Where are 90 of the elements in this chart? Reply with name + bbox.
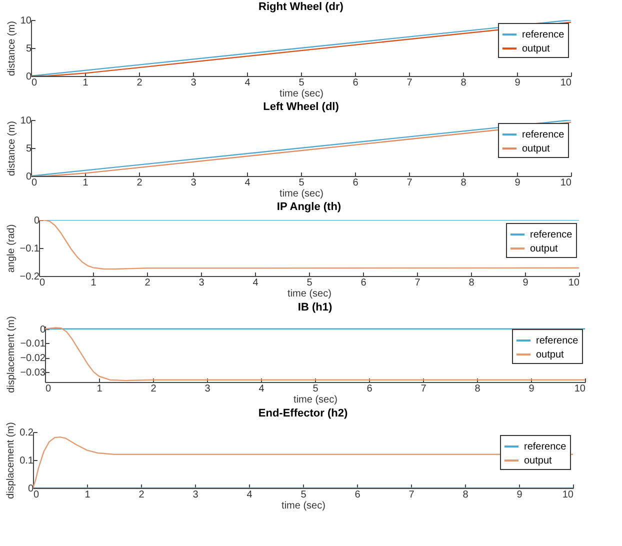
x-tick-label: 9 (514, 78, 521, 88)
x-tick-label: 2 (150, 384, 157, 394)
y-tick-label: 0.2 (20, 428, 34, 438)
x-tick-label: 10 (574, 384, 586, 394)
x-axis-title: time (sec) (294, 394, 338, 406)
x-tick-label: 2 (136, 78, 143, 88)
x-tick-label: 7 (406, 78, 413, 88)
x-tick-label: 3 (190, 78, 197, 88)
x-tick-label: 1 (82, 78, 89, 88)
x-tick-label: 7 (408, 490, 415, 500)
x-tick-label: 4 (244, 178, 251, 188)
y-axis-title: distance (m) (6, 20, 18, 76)
legend-label: output (522, 144, 550, 154)
x-axis-title: time (sec) (288, 288, 332, 300)
chart-title: Right Wheel (dr) (258, 1, 344, 13)
x-axis-title: time (sec) (280, 188, 324, 200)
y-tick-label: 0 (34, 216, 40, 226)
x-tick-label: 8 (460, 178, 467, 188)
x-tick-label: 10 (560, 178, 572, 188)
chart-title: IB (h1) (298, 302, 332, 314)
x-tick-label: 8 (460, 78, 467, 88)
y-axis-title: distance (m) (6, 120, 18, 176)
legend-label: reference (530, 230, 573, 240)
x-tick-label: 2 (138, 490, 145, 500)
x-tick-label: 8 (474, 384, 481, 394)
x-tick-label: 8 (468, 278, 475, 288)
x-tick-label: 3 (204, 384, 211, 394)
x-tick-label: 5 (312, 384, 319, 394)
x-tick-label: 9 (522, 278, 529, 288)
x-tick-label: 6 (366, 384, 373, 394)
x-tick-label: 7 (420, 384, 427, 394)
y-tick-label: −0.01 (20, 338, 46, 350)
line-series (45, 327, 585, 382)
x-tick-label: 1 (84, 490, 91, 500)
x-tick-label: 3 (190, 178, 197, 188)
x-tick-label: 10 (562, 490, 574, 500)
x-tick-label: 2 (136, 178, 143, 188)
x-tick-label: 5 (306, 278, 313, 288)
x-tick-label: 6 (352, 178, 359, 188)
legend-label: reference (536, 336, 579, 346)
x-tick-label: 10 (560, 78, 572, 88)
x-tick-label: 6 (354, 490, 361, 500)
x-tick-label: 4 (258, 384, 265, 394)
x-tick-label: 2 (144, 278, 151, 288)
y-tick-label: −0.03 (20, 367, 46, 378)
legend-label: output (524, 456, 552, 466)
y-tick-label: 10 (20, 16, 32, 26)
x-tick-label: 4 (246, 490, 253, 500)
x-tick-label: 1 (90, 278, 97, 288)
x-tick-label: 5 (298, 78, 305, 88)
y-tick-label: 5 (26, 44, 32, 54)
y-tick-label: 0 (40, 324, 46, 336)
x-axis-title: time (sec) (282, 500, 326, 512)
x-tick-label: 4 (244, 78, 251, 88)
chart-title: Left Wheel (dl) (263, 101, 340, 113)
y-axis-title: angle (rad) (6, 224, 17, 273)
x-tick-label: 5 (300, 490, 307, 500)
x-tick-label: 9 (516, 490, 523, 500)
x-tick-label: 10 (568, 278, 580, 288)
line-series (39, 220, 579, 270)
x-tick-label: 4 (252, 278, 259, 288)
y-tick-label: 0.1 (20, 456, 34, 466)
chart-title: IP Angle (th) (276, 201, 342, 213)
x-tick-label: 1 (82, 178, 89, 188)
x-tick-label: 3 (198, 278, 205, 288)
legend-label: output (536, 350, 564, 360)
x-tick-label: 9 (528, 384, 535, 394)
y-tick-label: 5 (26, 144, 32, 154)
x-tick-label: 6 (360, 278, 367, 288)
x-axis-title: time (sec) (280, 88, 324, 100)
y-axis-title: displacement (m) (6, 316, 18, 393)
chart-title: End-Effector (h2) (258, 408, 348, 420)
y-axis-title: displacement (m) (6, 422, 17, 499)
x-tick-label: 3 (192, 490, 199, 500)
y-tick-label: −0.2 (20, 272, 40, 282)
y-tick-label: 10 (20, 116, 32, 126)
x-tick-label: 6 (352, 78, 359, 88)
legend-label: reference (522, 130, 565, 140)
x-tick-label: 9 (514, 178, 521, 188)
legend-label: reference (522, 30, 565, 40)
legend-label: output (522, 44, 550, 54)
x-tick-label: 7 (406, 178, 413, 188)
legend-label: reference (524, 442, 567, 452)
x-tick-label: 1 (96, 384, 103, 394)
y-tick-label: −0.1 (20, 244, 40, 254)
x-tick-label: 8 (462, 490, 469, 500)
x-tick-label: 5 (298, 178, 305, 188)
x-tick-label: 7 (414, 278, 421, 288)
y-tick-label: −0.02 (20, 353, 46, 364)
legend-label: output (530, 244, 558, 254)
